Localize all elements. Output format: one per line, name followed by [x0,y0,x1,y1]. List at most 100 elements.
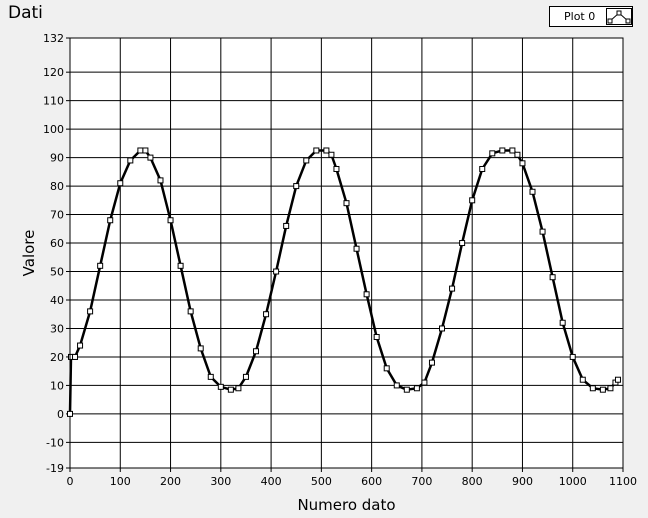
x-tick-label: 400 [261,475,282,488]
data-point [303,157,310,164]
data-point [413,385,420,392]
x-tick-label: 200 [160,475,181,488]
data-point [614,376,621,383]
data-point [499,147,506,154]
x-tick-label: 300 [210,475,231,488]
data-point [187,308,194,315]
data-point [428,359,435,366]
data-point [323,147,330,154]
chart-title: Dati [8,3,43,23]
data-point [235,385,242,392]
data-point [263,311,270,318]
y-tick-label: -10 [46,436,64,449]
data-point [313,147,320,154]
data-point [549,274,556,281]
data-point [559,319,566,326]
y-tick-label: -19 [46,462,64,475]
x-tick-label: 900 [512,475,533,488]
y-tick-label: 120 [43,66,64,79]
data-point [127,157,134,164]
y-tick-label: 60 [50,237,64,250]
data-point [273,268,280,275]
data-point [509,147,516,154]
x-axis: 0 100 200 300 400 500 600 700 800 900 1000 1100 [67,468,637,488]
data-point [479,165,486,172]
data-point [373,334,380,341]
data-point [459,240,466,247]
y-tick-label: 0 [57,408,64,421]
y-tick-label: 110 [43,95,64,108]
data-point [589,385,596,392]
x-tick-label: 100 [110,475,131,488]
x-axis-label: Numero dato [297,496,395,514]
data-point [207,373,214,380]
data-point [177,262,184,269]
data-point [353,245,360,252]
data-point [147,154,154,161]
y-tick-label: 50 [50,266,64,279]
data-point [67,410,73,417]
data-point [607,385,614,392]
data-point [87,308,94,315]
data-point [283,222,290,229]
data-point [489,150,496,157]
data-point [328,151,335,158]
data-point [242,373,249,380]
x-tick-label: 600 [361,475,382,488]
data-point [449,285,456,292]
x-tick-label: 0 [67,475,74,488]
data-point [157,177,164,184]
data-point [569,353,576,360]
y-tick-label: 30 [50,322,64,335]
y-tick-label: 80 [50,180,64,193]
data-point [97,262,104,269]
data-point [519,160,526,167]
y-axis: -19 -10 0 10 20 30 40 50 60 70 80 90 100 110 120 132 [43,32,70,475]
data-point [333,165,340,172]
y-tick-label: 40 [50,294,64,307]
data-point [343,200,350,207]
x-tick-label: 500 [311,475,332,488]
data-point [363,291,370,298]
data-point [167,217,174,224]
x-tick-label: 1000 [559,475,587,488]
x-tick-label: 1100 [609,475,637,488]
plot-style-icon[interactable] [606,8,632,25]
data-point [77,342,84,349]
data-point [217,383,224,390]
data-point [393,382,400,389]
data-point [137,147,144,154]
data-point [107,217,114,224]
data-point [421,379,428,386]
data-point [72,353,79,360]
data-point [439,325,446,332]
plot-background [69,37,624,469]
data-point [529,188,536,195]
data-point [142,147,149,154]
legend[interactable]: Plot 0 [549,6,633,27]
data-point [539,228,546,235]
y-axis-label: Valore [20,230,38,277]
data-point [227,386,234,393]
y-tick-label: 10 [50,379,64,392]
legend-series-label: Plot 0 [564,10,596,23]
data-point [293,183,300,190]
y-tick-label: 20 [50,351,64,364]
data-point [383,365,390,372]
y-tick-label: 70 [50,209,64,222]
y-tick-label: 100 [43,123,64,136]
data-point [197,345,204,352]
y-tick-label: 132 [43,32,64,45]
x-tick-label: 700 [411,475,432,488]
y-tick-label: 90 [50,152,64,165]
data-point [253,348,260,355]
data-point [469,197,476,204]
x-tick-label: 800 [462,475,483,488]
data-point [117,180,124,187]
data-point [579,376,586,383]
data-point [514,151,521,158]
data-point [403,386,410,393]
data-point [599,386,606,393]
series-plot-0 [67,147,621,417]
